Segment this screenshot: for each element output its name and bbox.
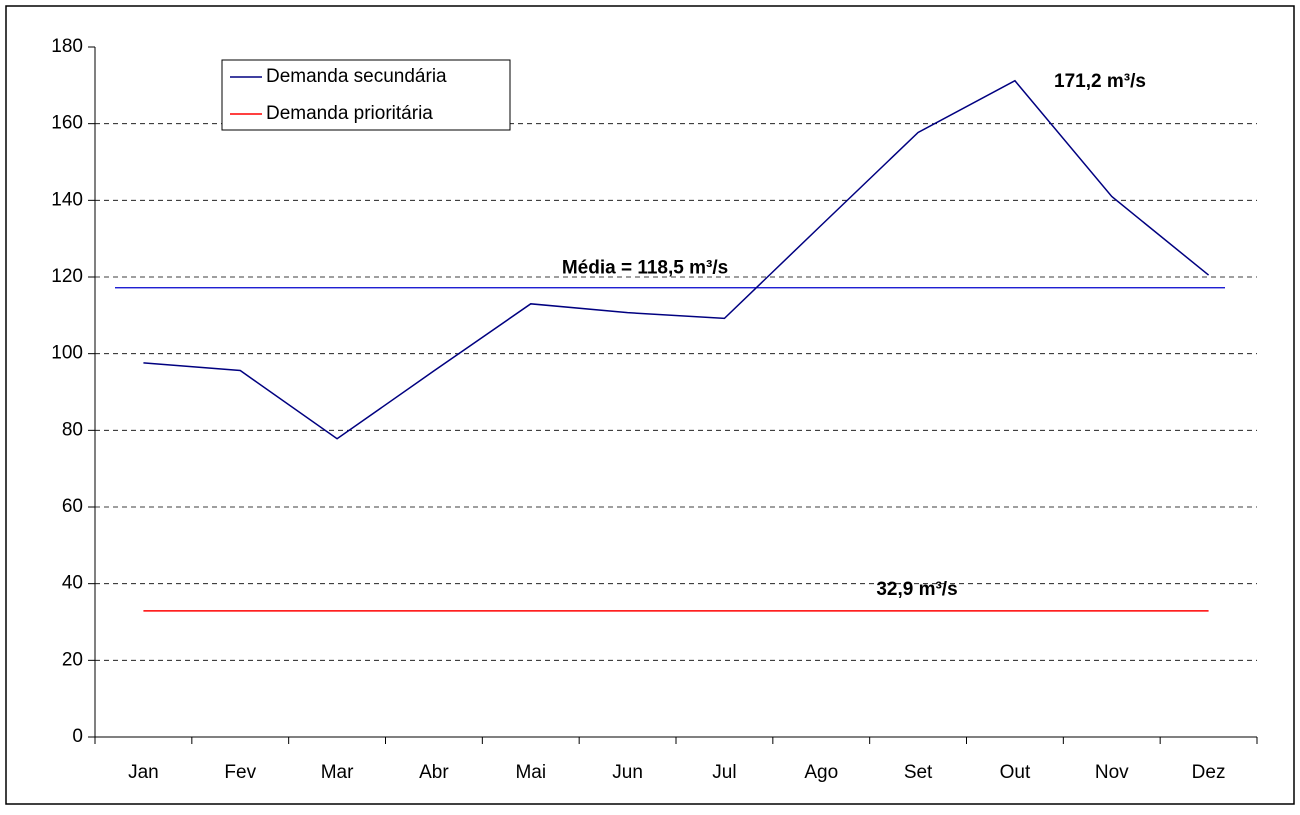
legend-box [221, 59, 511, 131]
x-tick-label: Mar [321, 762, 354, 783]
y-tick-label: 0 [72, 726, 83, 747]
x-tick-label: Dez [1192, 762, 1226, 783]
annotation: 171,2 m³/s [1054, 71, 1146, 92]
x-tick-label: Jun [612, 762, 643, 783]
x-tick-label: Set [904, 762, 933, 783]
x-tick-label: Fev [224, 762, 256, 783]
y-tick-label: 180 [51, 36, 83, 57]
x-tick-label: Ago [804, 762, 838, 783]
chart-border [5, 5, 1295, 805]
series-line [143, 79, 1210, 440]
annotation: 32,9 m³/s [876, 579, 957, 600]
x-tick-label: Jul [712, 762, 736, 783]
y-tick-label: 40 [62, 573, 83, 594]
x-tick-label: Out [1000, 762, 1031, 783]
y-tick-label: 100 [51, 343, 83, 364]
mean-label: Média = 118,5 m³/s [562, 258, 728, 279]
x-tick-label: Mai [515, 762, 546, 783]
x-tick-label: Abr [419, 762, 449, 783]
y-tick-label: 160 [51, 113, 83, 134]
y-tick-label: 80 [62, 419, 83, 440]
x-tick-label: Jan [128, 762, 159, 783]
y-tick-label: 20 [62, 649, 83, 670]
x-tick-label: Nov [1095, 762, 1129, 783]
legend-label: Demanda prioritária [266, 103, 433, 124]
y-tick-label: 140 [51, 189, 83, 210]
y-tick-label: 120 [51, 266, 83, 287]
y-tick-label: 60 [62, 496, 83, 517]
legend-label: Demanda secundária [266, 66, 447, 87]
